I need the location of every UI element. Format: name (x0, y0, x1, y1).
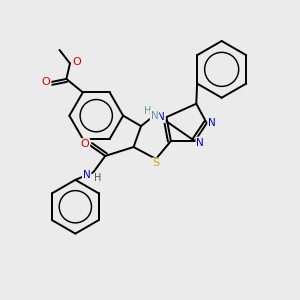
Text: O: O (72, 57, 81, 67)
Text: N: N (196, 137, 204, 148)
Text: N: N (151, 111, 158, 121)
Text: H: H (144, 106, 151, 116)
Text: N: N (83, 170, 91, 180)
Text: O: O (80, 139, 89, 149)
Text: H: H (94, 173, 101, 183)
Text: S: S (152, 158, 160, 168)
Text: N: N (157, 112, 165, 122)
Text: O: O (42, 77, 50, 87)
Text: N: N (208, 118, 216, 128)
